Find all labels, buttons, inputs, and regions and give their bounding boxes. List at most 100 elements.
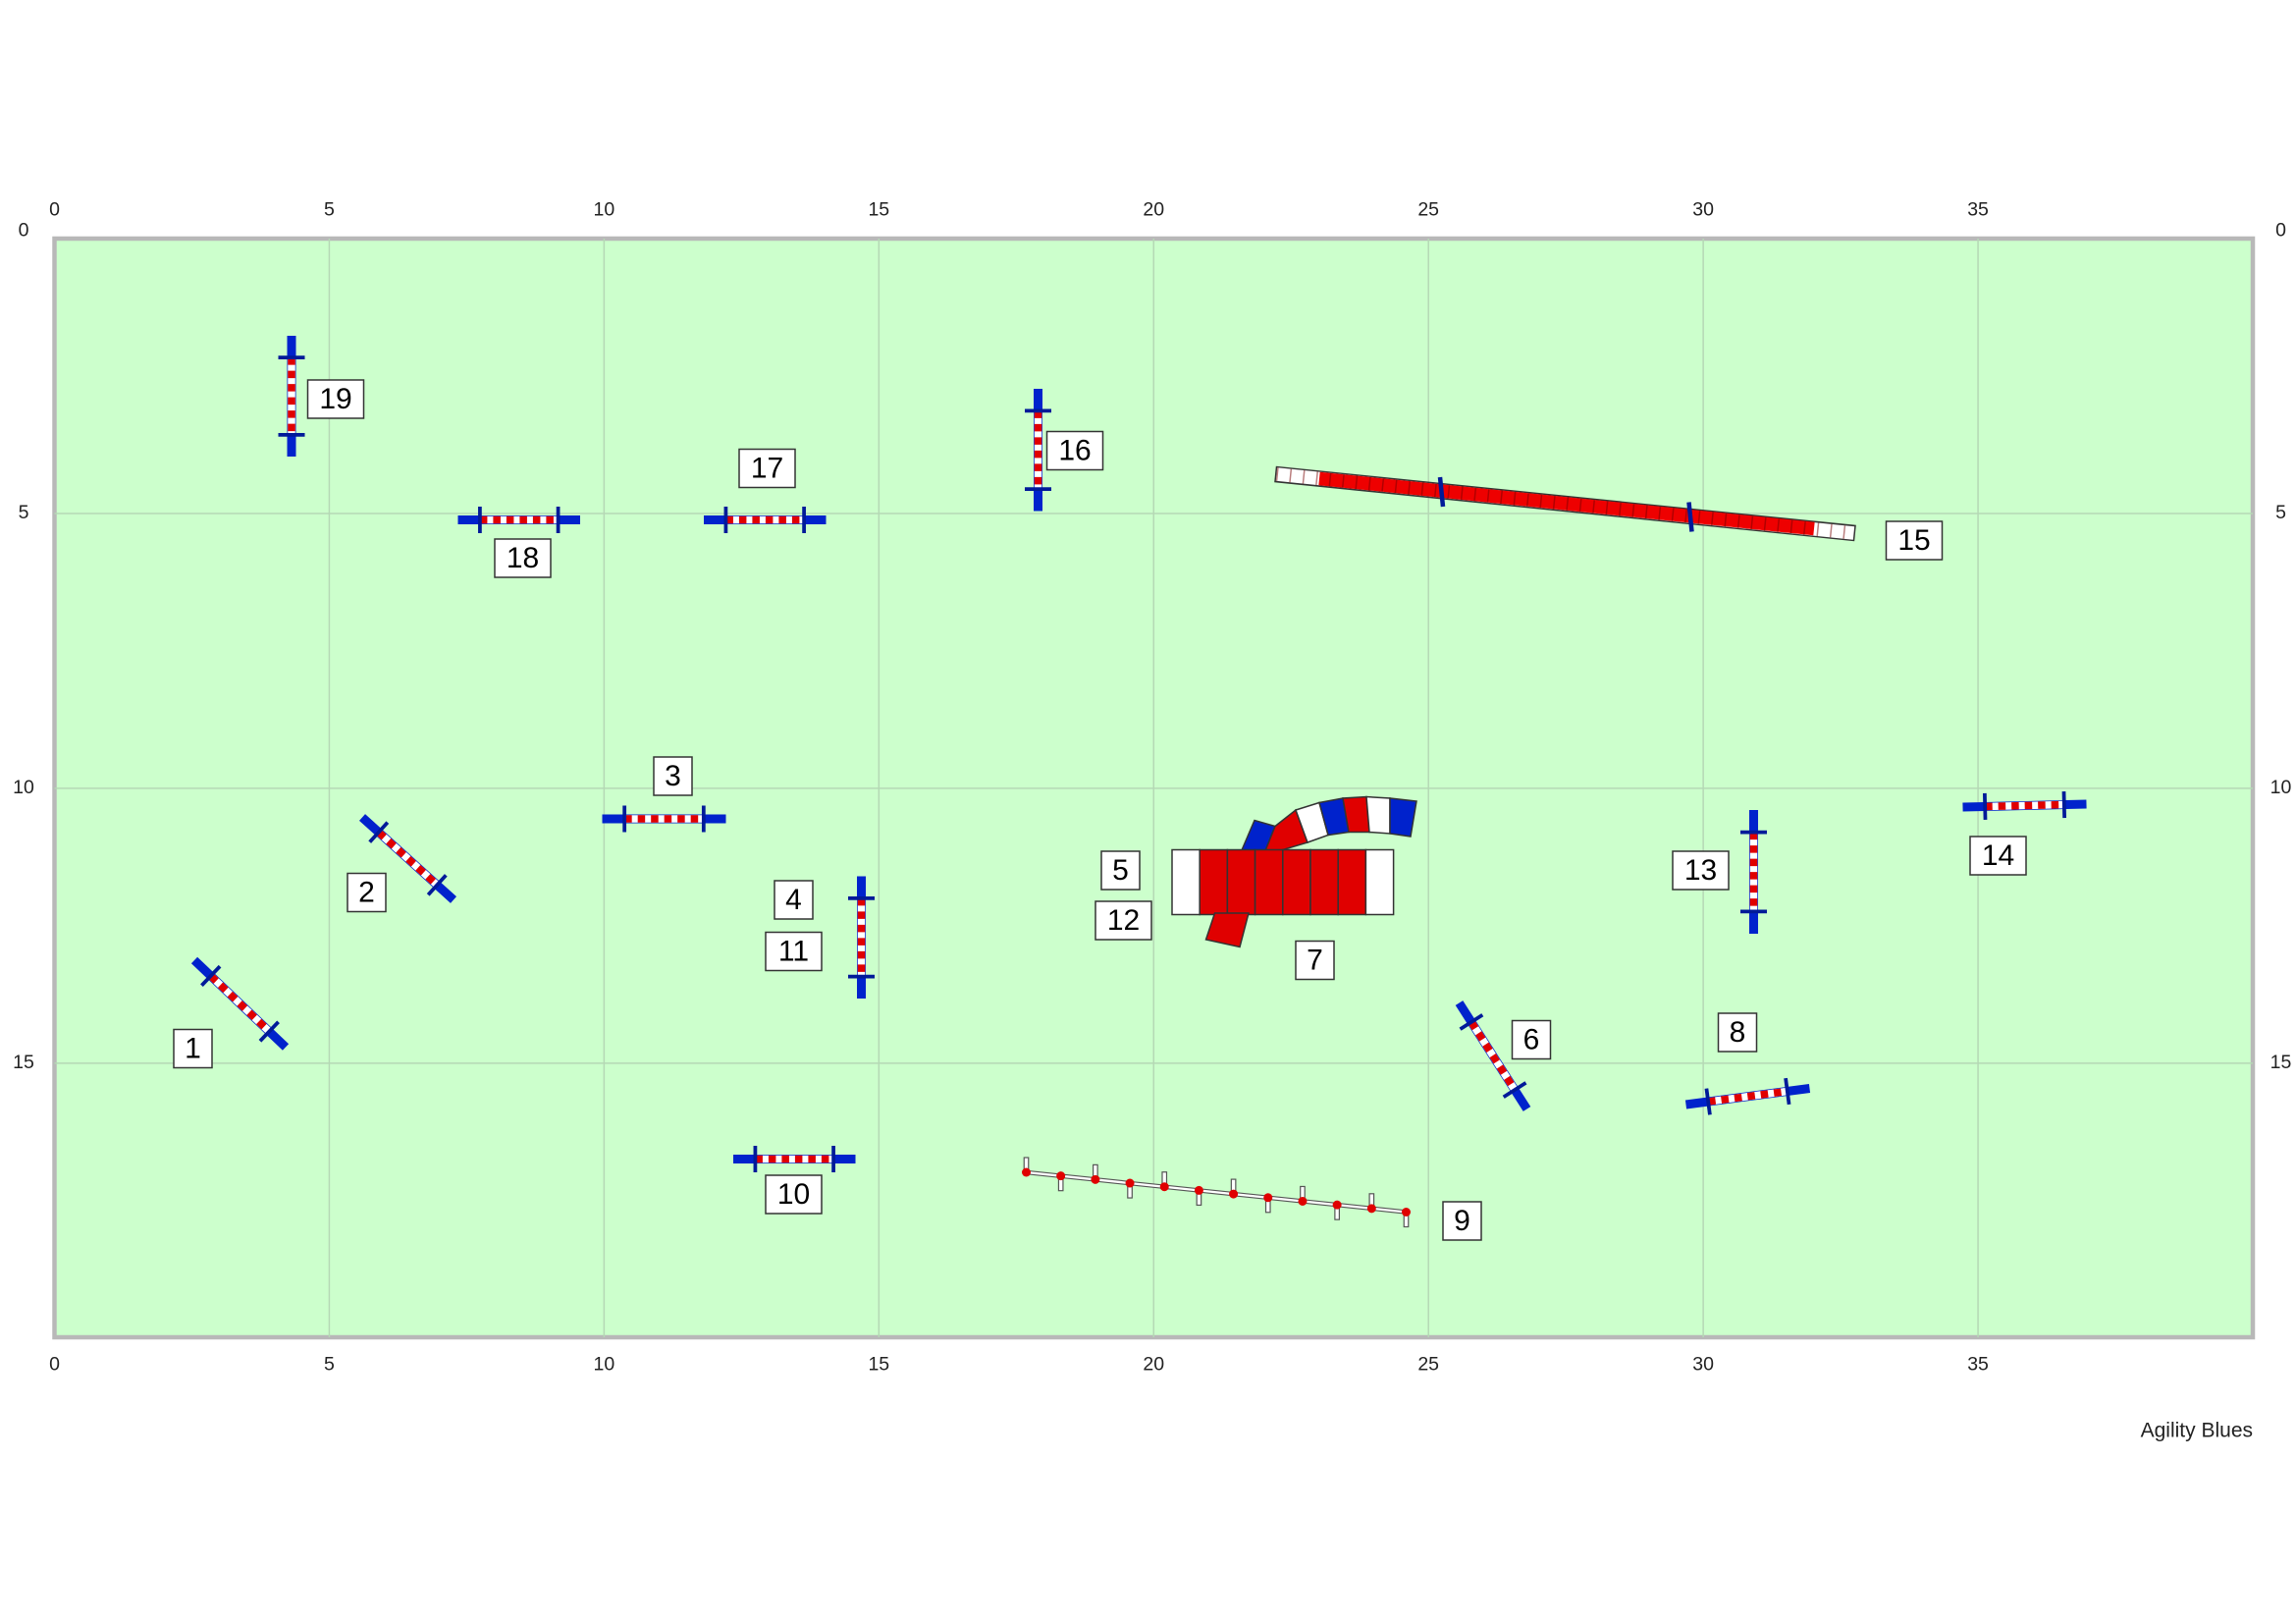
bar xyxy=(376,829,440,889)
obstacle-number: 8 xyxy=(1730,1016,1746,1049)
bar xyxy=(1985,800,2064,811)
pole xyxy=(1366,1204,1376,1214)
pole xyxy=(1298,1196,1308,1206)
x-tick-label: 5 xyxy=(324,199,335,221)
label-box xyxy=(1295,940,1335,981)
label-box xyxy=(1717,1012,1758,1053)
label-box xyxy=(1442,1201,1482,1241)
base xyxy=(1026,1170,1407,1214)
obstacle-number: 1 xyxy=(185,1032,201,1064)
x-tick-label: 10 xyxy=(594,199,615,221)
x-tick-label: 35 xyxy=(1967,1354,1989,1376)
obstacle-number: 18 xyxy=(507,542,539,574)
label-box xyxy=(653,756,693,796)
pole xyxy=(1125,1178,1135,1188)
jump xyxy=(278,336,305,458)
label-box xyxy=(738,448,796,489)
obstacle-number: 3 xyxy=(665,760,681,792)
tunnel-segment xyxy=(1282,848,1311,916)
pole xyxy=(1229,1189,1239,1199)
pole xyxy=(1022,1167,1032,1177)
jump xyxy=(848,876,876,1000)
pole xyxy=(1056,1171,1066,1181)
label-box xyxy=(1095,900,1152,941)
obstacle-number: 13 xyxy=(1684,854,1717,887)
y-tick-label: 5 xyxy=(19,502,29,523)
pole xyxy=(1159,1182,1169,1192)
bar xyxy=(1468,1019,1519,1093)
stanchion xyxy=(1502,1081,1527,1099)
tunnel-segment xyxy=(1365,795,1391,835)
jump xyxy=(1684,1077,1811,1115)
jump xyxy=(358,814,457,903)
x-tick-label: 20 xyxy=(1143,1354,1164,1376)
tunnel-segment xyxy=(1389,797,1417,838)
dog-walk xyxy=(1274,465,1856,542)
pole xyxy=(1402,1208,1412,1217)
x-tick-label: 15 xyxy=(868,199,889,221)
pole xyxy=(1263,1193,1273,1203)
label-box xyxy=(1885,520,1944,561)
x-tick-label: 0 xyxy=(49,199,60,221)
stanchion xyxy=(258,1020,280,1043)
jump xyxy=(1740,810,1768,935)
pole xyxy=(1332,1200,1342,1210)
obstacle-number: 10 xyxy=(777,1178,810,1211)
y-tick-label: 10 xyxy=(13,777,34,798)
tunnel-segment xyxy=(1254,848,1284,916)
obstacle-number: 5 xyxy=(1112,854,1129,887)
tunnel-segment xyxy=(1204,912,1250,948)
stanchion xyxy=(1704,1088,1712,1115)
label-box xyxy=(1045,430,1104,471)
tunnel-segment xyxy=(1199,848,1229,916)
x-tick-label: 5 xyxy=(324,1354,335,1376)
obstacle-number: 11 xyxy=(778,935,809,967)
jump xyxy=(733,1146,856,1173)
jump xyxy=(1025,389,1052,512)
label-box xyxy=(347,872,387,913)
obstacle-number: 14 xyxy=(1982,839,2014,872)
obstacle-number: 6 xyxy=(1523,1023,1540,1055)
obstacle-number: 19 xyxy=(319,383,351,415)
y-tick-label: 10 xyxy=(2270,777,2292,798)
stanchion xyxy=(368,821,390,843)
y-tick-label: 0 xyxy=(2275,220,2286,242)
obstacle-number: 15 xyxy=(1897,524,1930,557)
bar xyxy=(208,973,272,1035)
tunnel-segment xyxy=(1364,848,1395,916)
pole xyxy=(1091,1174,1100,1184)
x-tick-label: 30 xyxy=(1692,199,1714,221)
stanchion xyxy=(2061,791,2067,819)
label-box xyxy=(765,931,823,972)
x-tick-label: 25 xyxy=(1417,199,1439,221)
pole xyxy=(1194,1185,1203,1195)
obstacle-number: 17 xyxy=(751,452,783,484)
obstacle-number: 12 xyxy=(1107,904,1140,937)
label-box xyxy=(1672,850,1730,891)
tunnel-segment xyxy=(1226,848,1256,916)
x-tick-label: 10 xyxy=(594,1354,615,1376)
tunnel-segment xyxy=(1309,848,1339,916)
obstacle-number: 4 xyxy=(785,884,802,916)
support xyxy=(1437,476,1446,508)
obstacle-number: 7 xyxy=(1307,944,1323,976)
label-box xyxy=(774,880,814,920)
y-tick-label: 15 xyxy=(13,1052,34,1073)
stanchion xyxy=(1982,792,1988,821)
label-box xyxy=(1511,1019,1552,1060)
y-tick-label: 0 xyxy=(19,220,29,242)
label-box xyxy=(765,1174,823,1215)
x-tick-label: 35 xyxy=(1967,199,1989,221)
stanchion xyxy=(1459,1013,1484,1031)
label-box xyxy=(494,538,552,578)
stanchion xyxy=(1784,1077,1791,1106)
stanchion xyxy=(426,874,448,896)
jump xyxy=(457,507,581,534)
tunnel-segment xyxy=(1171,848,1201,916)
x-tick-label: 0 xyxy=(49,1354,60,1376)
label-box xyxy=(173,1028,213,1069)
obstacle-number: 2 xyxy=(358,876,375,908)
y-tick-label: 15 xyxy=(2270,1052,2292,1073)
